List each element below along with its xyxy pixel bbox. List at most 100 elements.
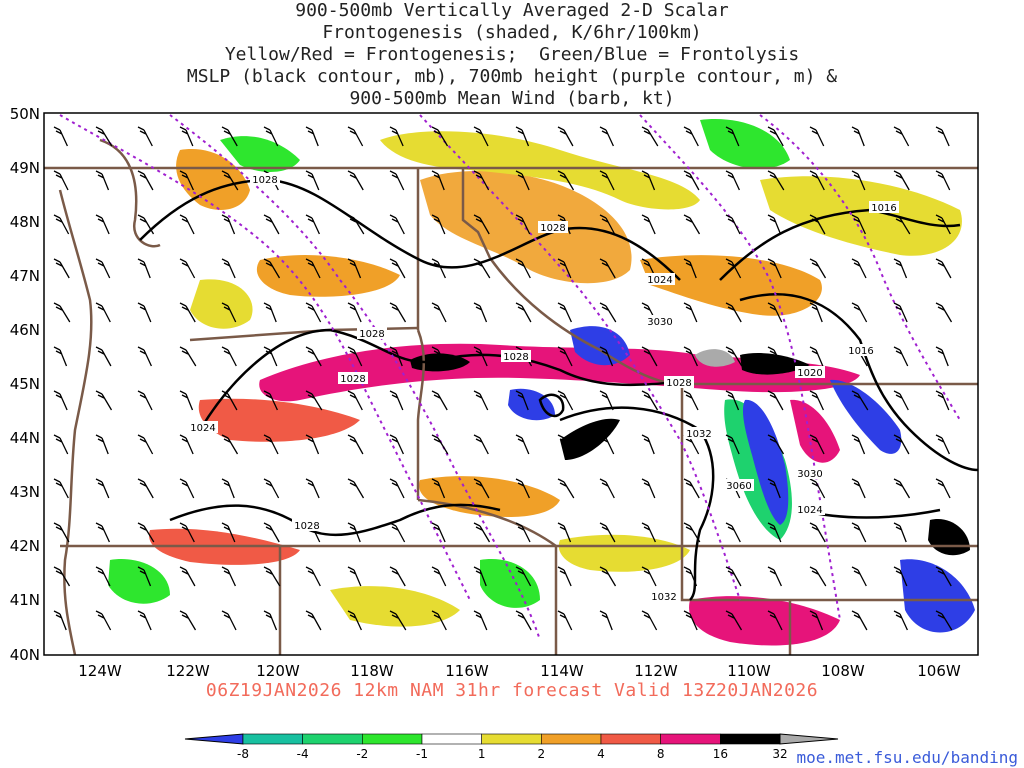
- lat-label: 45N: [10, 375, 40, 393]
- wind-barb: [473, 258, 491, 279]
- wind-barb: [935, 258, 952, 279]
- wind-barb: [851, 390, 869, 411]
- lon-label: 116W: [445, 662, 489, 680]
- wind-barb: [809, 478, 826, 499]
- contour-label: 1028: [338, 372, 368, 385]
- wind-barb: [95, 346, 112, 367]
- wind-barb: [809, 126, 825, 147]
- fronto-area: [760, 176, 962, 256]
- wind-barb: [851, 434, 866, 455]
- wind-barb: [53, 214, 70, 235]
- wind-barb: [137, 258, 151, 279]
- wind-barb: [53, 390, 68, 411]
- wind-barb: [599, 434, 615, 455]
- wind-barb: [179, 302, 196, 323]
- wind-barb: [137, 478, 154, 499]
- lat-label: 48N: [10, 213, 40, 231]
- wind-barb: [725, 390, 740, 411]
- wind-barb: [389, 170, 405, 191]
- wind-barb: [557, 522, 572, 543]
- wind-barb: [389, 566, 406, 587]
- wind-barb: [725, 302, 742, 323]
- colorbar-tick-label: 32: [772, 747, 787, 761]
- map-frame: [43, 112, 979, 656]
- lat-label: 40N: [10, 646, 40, 664]
- wind-barb: [599, 478, 615, 499]
- fronto-band: [198, 398, 360, 442]
- svg-text:1016: 1016: [871, 203, 896, 214]
- wind-barb: [431, 258, 446, 279]
- wind-barb: [305, 434, 320, 455]
- wind-barb: [641, 434, 655, 455]
- lon-label: 110W: [727, 662, 771, 680]
- frontolysis-band: [830, 379, 902, 454]
- lon-label: 122W: [166, 662, 210, 680]
- wind-barb: [767, 346, 783, 367]
- contour-label: 1024: [645, 273, 675, 286]
- wind-barb: [641, 126, 659, 147]
- wind-barb: [263, 258, 281, 279]
- wind-barb: [95, 258, 111, 279]
- wind-barb: [473, 390, 489, 411]
- wind-barb: [725, 522, 741, 543]
- wind-barb: [515, 170, 530, 191]
- wind-barb: [641, 346, 658, 367]
- title-line: MSLP (black contour, mb), 700mb height (…: [186, 66, 838, 87]
- svg-text:1028: 1028: [540, 223, 565, 234]
- wind-barb: [179, 434, 194, 455]
- wind-barb: [851, 170, 866, 191]
- lon-label: 114W: [540, 662, 584, 680]
- colorbar-tick-label: 4: [597, 747, 605, 761]
- wind-barb: [179, 478, 195, 499]
- wind-barb: [431, 170, 445, 191]
- wind-barb: [221, 566, 236, 587]
- colorbar-tick-label: 1: [478, 747, 486, 761]
- wind-barb: [221, 610, 237, 631]
- wind-barb: [137, 522, 155, 543]
- wind-barb: [725, 346, 743, 367]
- svg-text:3030: 3030: [647, 317, 672, 328]
- wind-barb: [431, 478, 446, 499]
- wind-barb: [431, 214, 446, 235]
- fronto-area: [640, 255, 822, 316]
- wind-barb: [137, 434, 154, 455]
- title-line: Yellow/Red = Frontogenesis; Green/Blue =…: [224, 44, 800, 65]
- wind-barb: [935, 434, 950, 455]
- contour-label: 1016: [846, 344, 876, 357]
- border-line: [417, 498, 557, 548]
- latitude-labels: 50N 49N 48N 47N 46N 45N 44N 43N 42N 41N …: [10, 105, 40, 664]
- wind-barb: [95, 302, 111, 323]
- wind-barb: [263, 478, 280, 499]
- border-line: [488, 257, 683, 386]
- wind-barb: [473, 126, 489, 147]
- wind-barb: [221, 434, 239, 455]
- wind-barb: [431, 610, 447, 631]
- wind-barb: [389, 346, 403, 367]
- contour-label: 1020: [795, 366, 825, 379]
- colorbar-swatch: [660, 733, 721, 745]
- border-line: [416, 329, 426, 500]
- svg-text:1028: 1028: [666, 378, 691, 389]
- svg-text:1028: 1028: [252, 175, 277, 186]
- wind-barb: [557, 566, 572, 587]
- svg-text:1024: 1024: [647, 275, 672, 286]
- wind-barb: [725, 610, 743, 631]
- credit-link[interactable]: moe.met.fsu.edu/banding: [796, 748, 1018, 767]
- wind-barb: [935, 126, 950, 147]
- wind-barb: [767, 390, 784, 411]
- wind-barb: [221, 522, 236, 543]
- colorbar-swatch: [481, 733, 542, 745]
- wind-barb: [389, 522, 406, 543]
- wind-barb: [431, 434, 449, 455]
- wind-barb: [515, 522, 531, 543]
- wind-barb: [893, 434, 910, 455]
- contour-label: 1028: [357, 327, 387, 340]
- wind-barb: [683, 346, 698, 367]
- wind-barb: [599, 214, 616, 235]
- fronto-area: [190, 279, 253, 329]
- fronto-area: [480, 559, 540, 608]
- wind-barb: [641, 522, 656, 543]
- wind-barb: [851, 478, 866, 499]
- wind-barb: [305, 566, 321, 587]
- fronto-area: [380, 131, 700, 210]
